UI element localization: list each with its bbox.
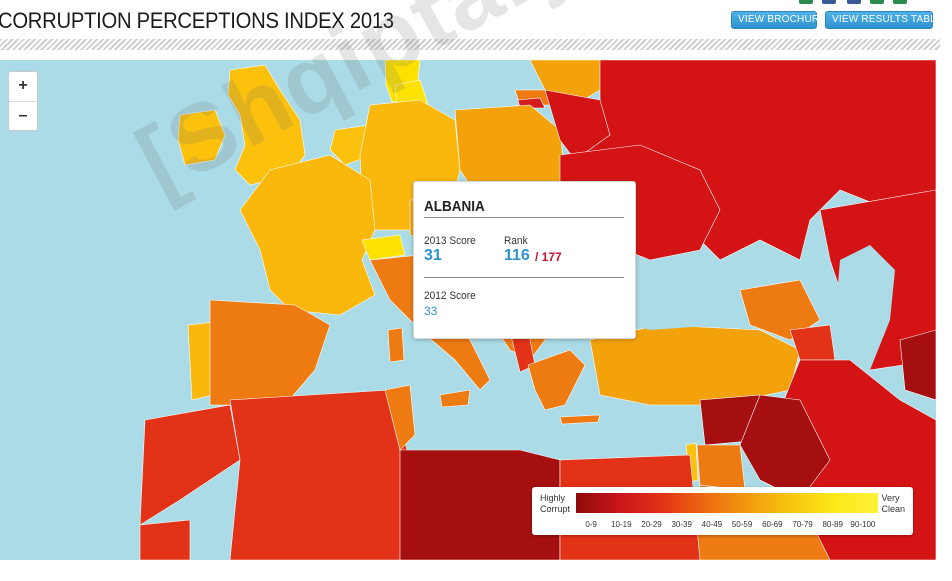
- header: CORRUPTION PERCEPTIONS INDEX 2013 VIEW B…: [0, 0, 952, 40]
- page-title: CORRUPTION PERCEPTIONS INDEX 2013: [0, 8, 394, 33]
- zoom-out-button[interactable]: –: [18, 107, 28, 124]
- legend-right-line1: Very: [881, 493, 900, 503]
- country-spain: [209, 299, 331, 406]
- legend-left-line2: Corrupt: [540, 504, 571, 514]
- score-2013-value: 31: [424, 247, 442, 264]
- legend-range-labels: 0-9 10-19 20-29 30-39 40-49 50-59 60-69 70-79 80…: [576, 520, 878, 532]
- score-2012-label: 2012 Score: [424, 290, 476, 302]
- rank-total: / 177: [535, 250, 562, 264]
- country-western-sahara: [139, 519, 191, 560]
- legend-highly-corrupt-label: Highly Corrupt: [540, 493, 570, 515]
- legend-range-label: 70-79: [792, 520, 813, 529]
- social-icon[interactable]: [822, 0, 836, 4]
- country-sardinia: [387, 327, 405, 363]
- legend-range-label: 0-9: [585, 520, 597, 529]
- score-2012-value: 33: [424, 304, 438, 318]
- legend-right-line2: Clean: [881, 504, 905, 514]
- country-morocco: [139, 404, 241, 526]
- legend-range-label: 20-29: [641, 520, 662, 529]
- country-turkmenistan: [899, 329, 936, 401]
- country-tunisia: [384, 384, 416, 451]
- country-greece: [527, 349, 586, 411]
- social-icon[interactable]: [799, 0, 813, 4]
- country-ireland: [177, 109, 226, 166]
- header-divider: [0, 39, 940, 50]
- country-algeria: [229, 389, 411, 560]
- view-results-table-button[interactable]: VIEW RESULTS TABLE: [825, 11, 943, 29]
- social-icon[interactable]: [870, 0, 884, 4]
- legend-color-scale: [576, 493, 878, 513]
- country-france: [239, 154, 376, 316]
- zoom-control: + –: [8, 71, 38, 131]
- score-2013-label: 2013 Score: [424, 235, 476, 247]
- legend-range-label: 60-69: [762, 520, 783, 529]
- legend-very-clean-label: Very Clean: [881, 493, 905, 515]
- tooltip-country-name: ALBANIA: [424, 198, 485, 215]
- country-crete: [559, 414, 601, 425]
- footer: [0, 560, 952, 581]
- tooltip-divider: [424, 217, 624, 218]
- legend-range-label: 90-100: [850, 520, 876, 529]
- legend-range-label: 30-39: [671, 520, 692, 529]
- score-legend: Highly Corrupt Very Clean 0-9 10-19 20-29 3…: [532, 487, 913, 535]
- tooltip-divider: [424, 277, 624, 278]
- legend-range-label: 80-89: [822, 520, 843, 529]
- social-icon[interactable]: [847, 0, 861, 4]
- view-brochure-button[interactable]: VIEW BROCHURE: [731, 11, 826, 29]
- country-belarus: [544, 89, 611, 161]
- legend-left-line1: Highly: [540, 493, 566, 503]
- rank-value: 116: [504, 247, 530, 264]
- rank-label: Rank: [504, 235, 528, 247]
- zoom-in-button[interactable]: +: [9, 72, 37, 102]
- country-sicily: [439, 389, 471, 408]
- country-tooltip: ALBANIA 2013 Score 31 Rank 116 / 177 201…: [413, 181, 636, 339]
- country-switzerland: [361, 234, 406, 261]
- legend-range-label: 10-19: [611, 520, 632, 529]
- country-jordan: [696, 444, 746, 491]
- legend-range-label: 50-59: [731, 520, 753, 529]
- social-icon[interactable]: [893, 0, 907, 4]
- caspian-sea: [835, 245, 895, 370]
- legend-range-label: 40-49: [701, 520, 723, 529]
